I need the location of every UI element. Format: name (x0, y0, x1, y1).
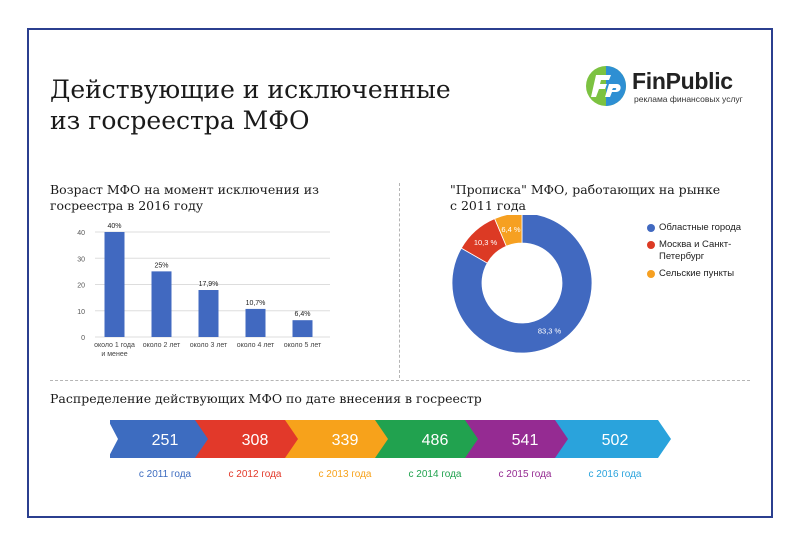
timeline-value: 251 (152, 432, 179, 449)
timeline-arrow (195, 420, 311, 458)
pie-chart-title: "Прописка" МФО, работающих на рынке с 20… (450, 182, 720, 214)
bar (104, 232, 125, 337)
timeline-value: 339 (332, 432, 359, 449)
timeline-year-label: с 2012 года (229, 469, 282, 480)
y-tick-label: 40 (77, 230, 85, 237)
logo-letter-f (591, 75, 611, 97)
bar (245, 308, 266, 337)
logo-letter-p (605, 84, 621, 97)
legend-dot-icon (647, 241, 655, 249)
legend-item: Областные города (647, 222, 767, 234)
timeline-year-label: с 2015 года (499, 469, 552, 480)
bar-data-label: 6,4% (295, 311, 311, 318)
legend-label: Петербург (659, 251, 705, 262)
timeline-title: Распределение действующих МФО по дате вн… (50, 391, 482, 406)
donut-slice (494, 215, 523, 247)
legend-dot-icon (647, 270, 655, 278)
horizontal-divider (50, 380, 750, 381)
bar-data-label: 40% (107, 223, 121, 230)
y-tick-label: 20 (77, 283, 85, 290)
finpublic-logo-icon (586, 66, 626, 106)
timeline-year-label: с 2013 года (319, 469, 372, 480)
title-line-1: Действующие и исключенные (50, 75, 451, 104)
donut-legend: Областные города Москва и Санкт- Петербург… (647, 222, 767, 285)
donut-slice-label: 6,4 % (501, 225, 521, 234)
x-tick-label: около 2 лет (143, 342, 181, 349)
donut-slice (451, 215, 593, 354)
timeline-value: 502 (602, 432, 629, 449)
donut-slice-label: 10,3 % (474, 238, 498, 247)
legend-label: Москва и Санкт- (659, 239, 732, 250)
donut-slice-label: 83,3 % (538, 327, 562, 336)
legend-label: Сельские пункты (659, 268, 735, 279)
x-tick-label: около 4 лет (237, 342, 275, 349)
registry-timeline-chart: 251 с 2011 года 308 с 2012 года 339 с 2013 го… (110, 420, 671, 480)
timeline-value: 541 (512, 432, 539, 449)
logo-tagline: реклама финансовых услуг (634, 94, 743, 104)
y-tick-label: 30 (77, 256, 85, 263)
y-tick-label: 10 (77, 309, 85, 316)
age-bar-chart: 0 10 20 30 40 40% около 1 года и менее 25% около … (77, 223, 330, 358)
timeline-arrow (110, 420, 221, 458)
timeline-year-label: с 2016 года (589, 469, 642, 480)
pie-chart-title-line-2: с 2011 года (450, 198, 526, 213)
legend-label: Областные города (659, 222, 742, 233)
timeline-year-label: с 2011 года (139, 469, 192, 480)
bar-data-label: 17,9% (199, 281, 219, 288)
timeline-value: 486 (422, 432, 449, 449)
legend-item: Сельские пункты (647, 268, 767, 280)
bar-data-label: 10,7% (246, 300, 266, 307)
bar-data-label: 25% (154, 262, 168, 269)
x-tick-label: около 5 лет (284, 342, 322, 349)
vertical-divider (399, 183, 400, 378)
timeline-year-label: с 2014 года (409, 469, 462, 480)
timeline-arrow (465, 420, 581, 458)
bar (292, 320, 313, 337)
x-tick-label: около 3 лет (190, 342, 228, 349)
finpublic-logo: FinPublic реклама финансовых услуг (584, 64, 764, 110)
bar (198, 290, 219, 337)
pie-chart-title-line-1: "Прописка" МФО, работающих на рынке (450, 182, 721, 197)
legend-dot-icon (647, 224, 655, 232)
legend-item: Москва и Санкт- Петербург (647, 239, 767, 263)
x-tick-label: около 1 года (94, 342, 135, 349)
bar-chart-title-line-2: госреестра в 2016 году (50, 198, 204, 213)
title-line-2: из госреестра МФО (50, 106, 310, 135)
bar-chart-title: Возраст МФО на момент исключения из госр… (50, 182, 319, 214)
bar (151, 271, 172, 337)
bar-chart-title-line-1: Возраст МФО на момент исключения из (50, 182, 319, 197)
timeline-value: 308 (242, 432, 269, 449)
timeline-arrow (375, 420, 491, 458)
timeline-arrow (285, 420, 401, 458)
x-tick-label: и менее (101, 351, 127, 358)
timeline-arrow (555, 420, 671, 458)
page-title: Действующие и исключенные из госреестра … (50, 74, 451, 136)
y-tick-label: 0 (81, 335, 85, 342)
location-donut-chart: 83,3 % 10,3 %6,4 % (451, 215, 593, 354)
logo-name: FinPublic (632, 68, 733, 94)
